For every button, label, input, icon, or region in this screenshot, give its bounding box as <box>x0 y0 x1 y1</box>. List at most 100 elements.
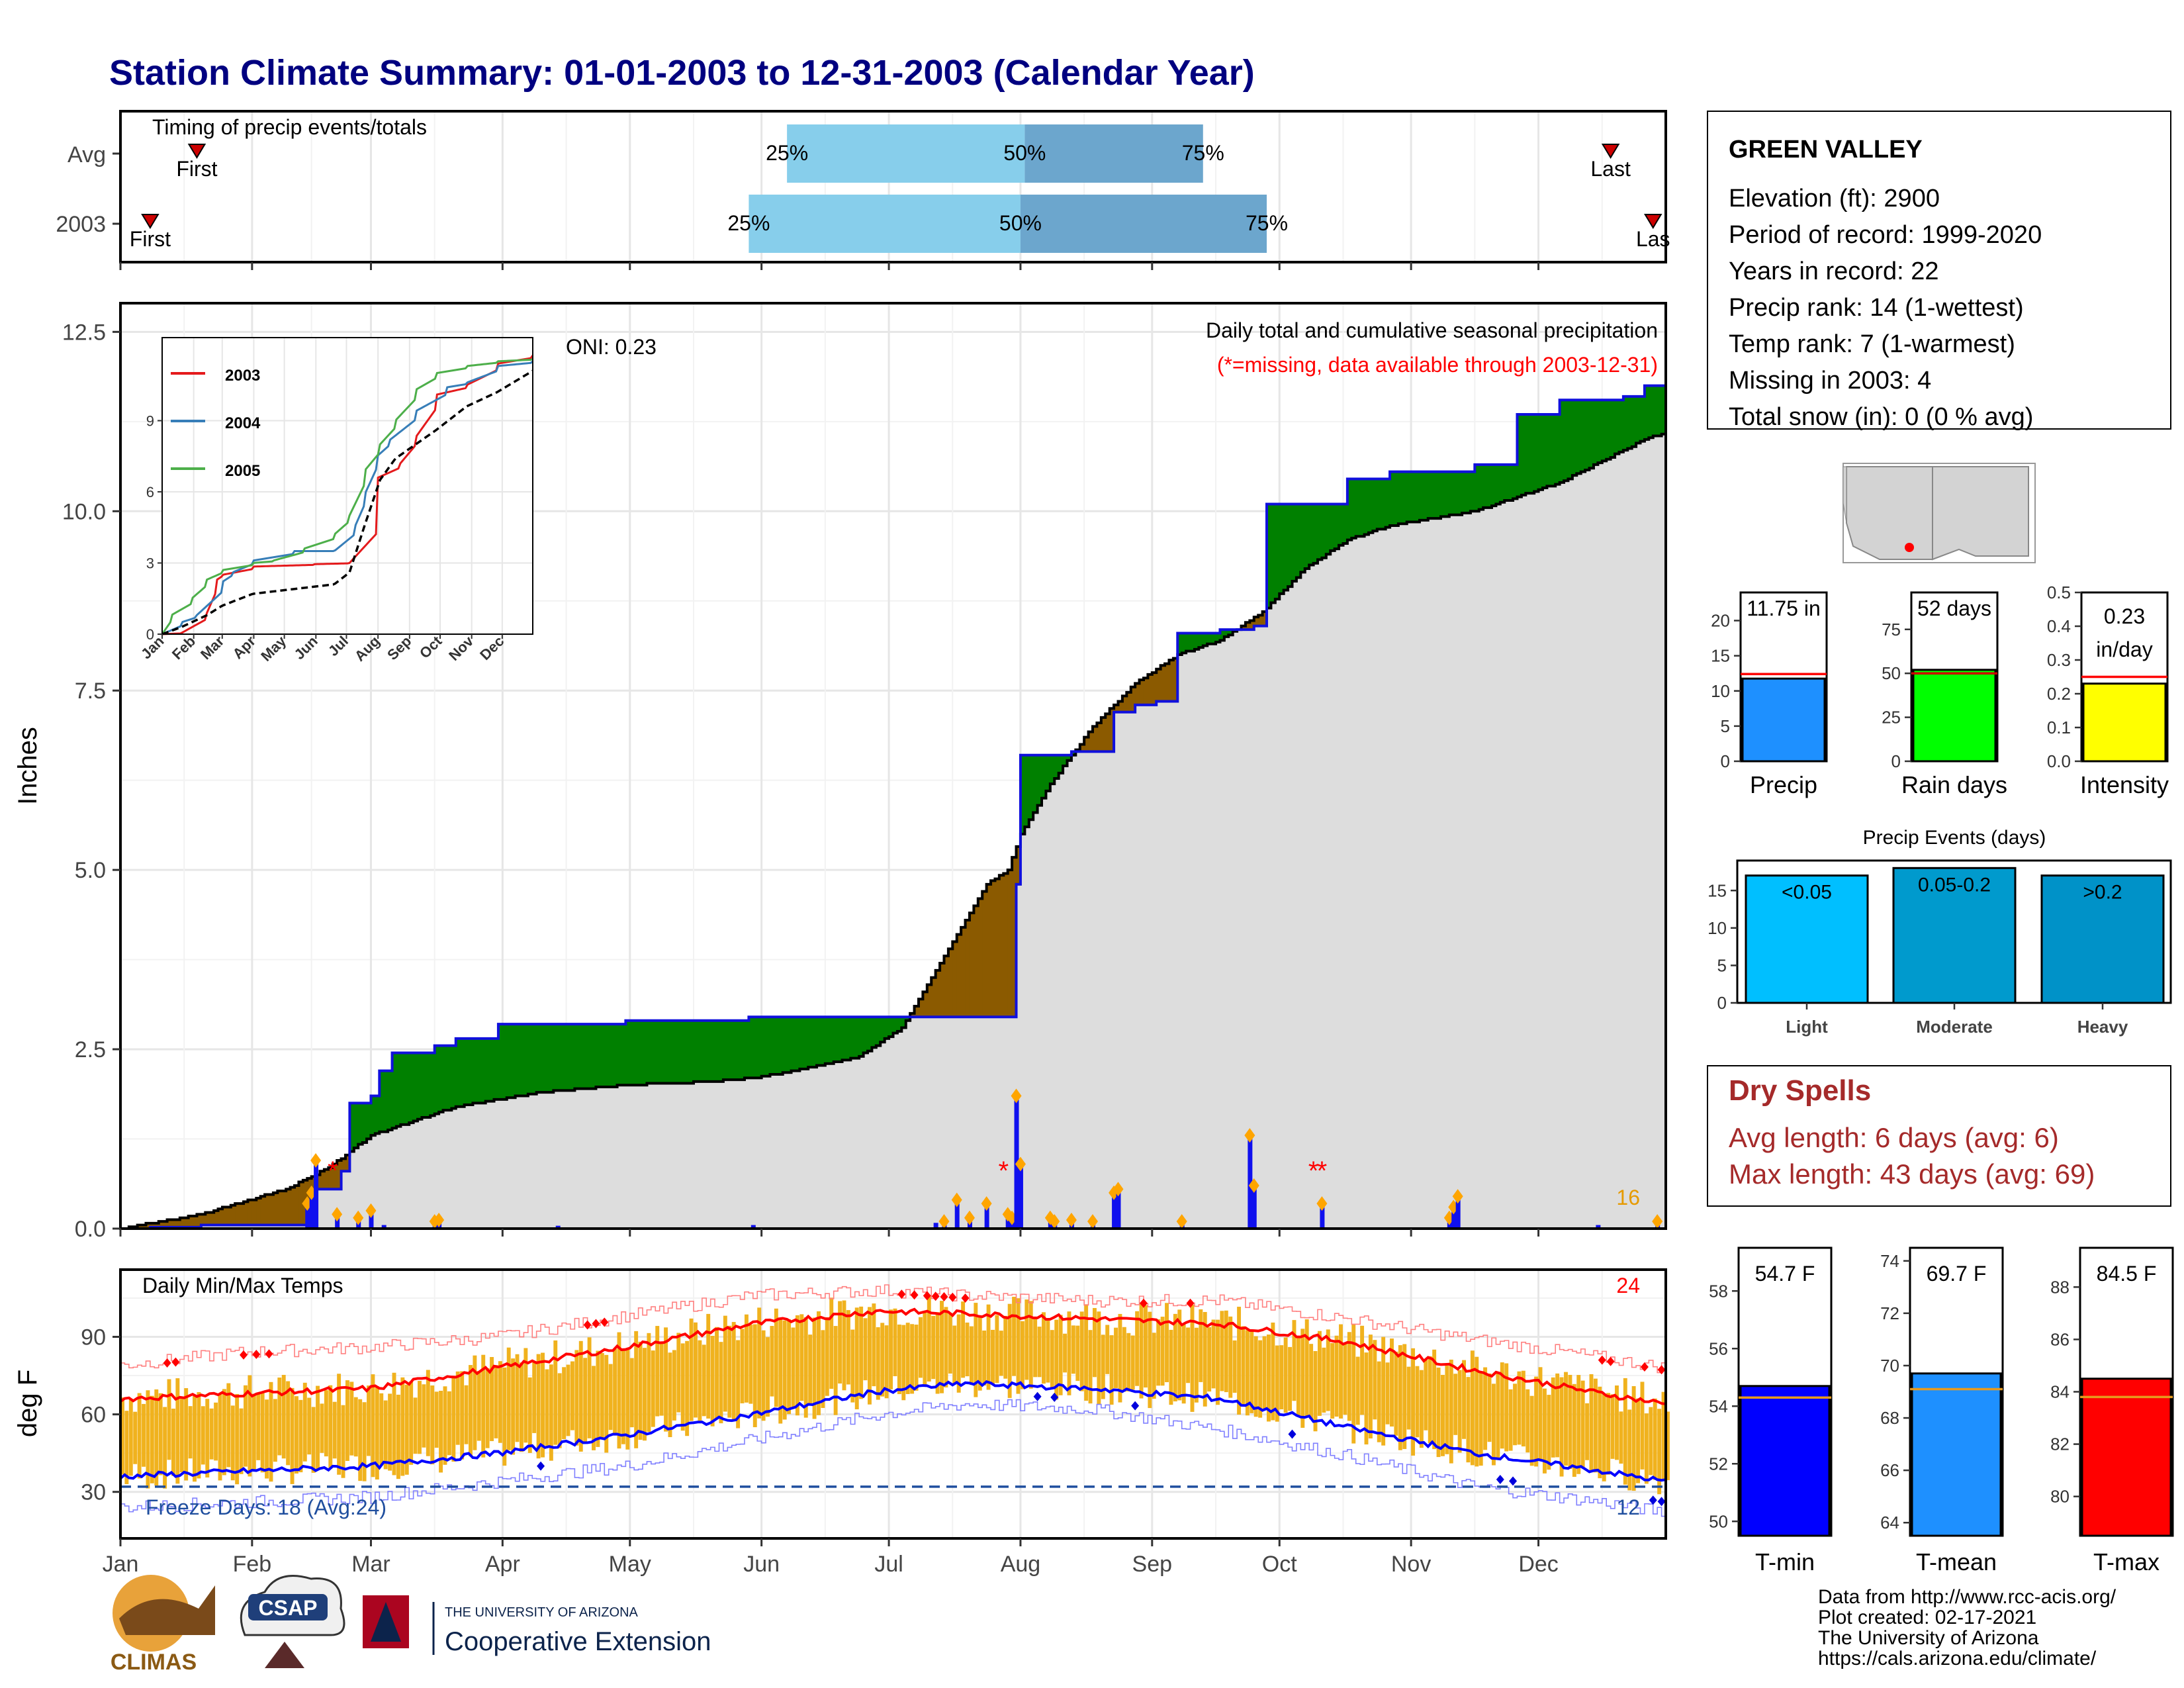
daily-temp-bar <box>311 1407 316 1473</box>
precip-above-average-area <box>515 1024 520 1096</box>
precip-above-average-area <box>842 1017 847 1060</box>
daily-temp-bar <box>409 1381 414 1465</box>
precip-above-average-area <box>1411 471 1416 522</box>
precip-above-average-area <box>782 1017 788 1073</box>
precip-above-average-area <box>1296 504 1301 578</box>
daily-temp-bar <box>740 1329 745 1403</box>
timing-q50-label: 50% <box>1003 141 1046 165</box>
tmin-label: T-min <box>1755 1548 1815 1575</box>
daily-precip-bar <box>1451 1207 1457 1229</box>
daily-precip-diamond <box>1113 1182 1124 1197</box>
daily-temp-bar <box>193 1395 197 1482</box>
precip-below-average-area <box>1118 701 1123 712</box>
precip-below-average-area <box>295 1185 300 1225</box>
daily-temp-bar <box>1130 1335 1135 1390</box>
daily-temp-bar <box>897 1324 901 1395</box>
daily-temp-bar <box>1097 1311 1101 1405</box>
daily-temp-bar <box>617 1332 621 1449</box>
daily-precip-diamond <box>981 1196 992 1211</box>
precip-above-average-area <box>422 1053 427 1118</box>
precip-below-average-area <box>154 1223 159 1227</box>
timing-frame <box>119 110 1667 263</box>
first-marker <box>141 214 159 229</box>
precip-above-average-area <box>1190 633 1195 651</box>
precip-above-average-area <box>787 1017 792 1073</box>
precip-above-average-area <box>651 1020 656 1084</box>
daily-precip-diamond <box>310 1153 322 1168</box>
daily-temp-bar <box>731 1322 736 1422</box>
precip-above-average-area <box>451 1045 457 1109</box>
precip-above-average-area <box>608 1024 614 1087</box>
precip-below-average-area <box>150 1223 155 1227</box>
timing-title: Timing of precip events/totals <box>152 115 427 139</box>
daily-temp-bar <box>1640 1382 1645 1470</box>
inset-background <box>161 337 533 635</box>
mini-chart-ytick-label: 64 <box>1880 1513 1899 1532</box>
daily-temp-bar <box>1661 1391 1666 1481</box>
footer-logos: CLIMAS CSAP THE UNIVERSITY OF ARIZONA Co… <box>111 1575 711 1675</box>
daily-temp-bar <box>1063 1333 1068 1373</box>
daily-temp-bar <box>1449 1359 1453 1464</box>
last-marker <box>1601 144 1620 159</box>
daily-precip-diamond <box>951 1192 962 1207</box>
timing-xticks <box>119 262 1540 270</box>
precip-above-average-area <box>1441 471 1446 517</box>
daily-temp-bar <box>846 1310 850 1385</box>
precip-above-average-area <box>1177 633 1183 655</box>
precip-below-average-area <box>1156 669 1161 702</box>
daily-temp-bar <box>396 1394 400 1479</box>
map-west-shape <box>1843 466 1847 524</box>
daily-temp-bar <box>1475 1356 1479 1467</box>
precip-above-average-area <box>655 1020 660 1084</box>
precip-above-average-area <box>702 1020 707 1082</box>
precip-above-average-area <box>1381 479 1387 530</box>
dry-spells-max: Max length: 43 days (avg: 69) <box>1729 1158 2095 1190</box>
precip-above-average-area <box>587 1024 592 1089</box>
temp-cold-count: 12 <box>1616 1495 1640 1519</box>
precip-below-average-area <box>244 1201 249 1225</box>
daily-temp-bar <box>1042 1312 1046 1384</box>
precip-below-average-area <box>332 1164 338 1190</box>
daily-temp-bar <box>838 1301 842 1384</box>
daily-temp-bar <box>719 1342 723 1424</box>
daily-temp-bar <box>1390 1338 1394 1427</box>
precip-below-average-area <box>931 977 936 1017</box>
precip-below-average-area <box>944 956 949 1017</box>
daily-temp-bar <box>171 1408 175 1476</box>
precip-below-average-area <box>918 999 924 1017</box>
mini-chart-ytick-label: 15 <box>1711 646 1730 666</box>
daily-temp-bar <box>455 1371 460 1445</box>
events-bar-range-label: >0.2 <box>2083 882 2122 904</box>
precip-above-average-area <box>778 1017 784 1074</box>
precip-above-average-area <box>859 1017 864 1056</box>
daily-temp-bar <box>1156 1319 1161 1386</box>
average-cumulative-area <box>120 432 1666 1229</box>
daily-temp-bar <box>1033 1319 1038 1378</box>
precip-below-average-area <box>286 1189 291 1225</box>
daily-temp-bar <box>1470 1350 1475 1466</box>
daily-temp-bar <box>1122 1327 1126 1392</box>
daily-temp-bar <box>230 1405 235 1481</box>
timing-row-label-year: 2003 <box>56 212 106 237</box>
precip-above-average-area <box>643 1020 648 1086</box>
daily-temp-bar <box>251 1393 256 1472</box>
precip-below-average-area <box>923 992 928 1017</box>
daily-temp-bar <box>931 1315 936 1380</box>
daily-temp-bar <box>120 1397 124 1475</box>
station-line-snow: Total snow (in): 0 (0 % avg) <box>1729 403 2033 431</box>
record-high-marker <box>1657 1365 1666 1375</box>
events-title: Precip Events (days) <box>1863 827 2046 849</box>
daily-temp-bar <box>574 1350 579 1446</box>
precip-above-average-area <box>791 1017 796 1071</box>
daily-temp-bar <box>260 1393 265 1473</box>
daily-temp-bar <box>876 1327 880 1400</box>
location-map <box>1843 463 2036 563</box>
precip-above-average-area <box>1368 479 1373 533</box>
daily-temp-bar <box>1169 1329 1173 1405</box>
dry-spells-avg: Avg length: 6 days (avg: 6) <box>1729 1122 2059 1153</box>
footer-line-url: https://cals.arizona.edu/climate/ <box>1818 1648 2097 1669</box>
precip-above-average-area <box>1627 396 1633 449</box>
precip-above-average-area <box>1640 396 1645 442</box>
mini-chart-ytick-label: 0 <box>1891 751 1901 771</box>
